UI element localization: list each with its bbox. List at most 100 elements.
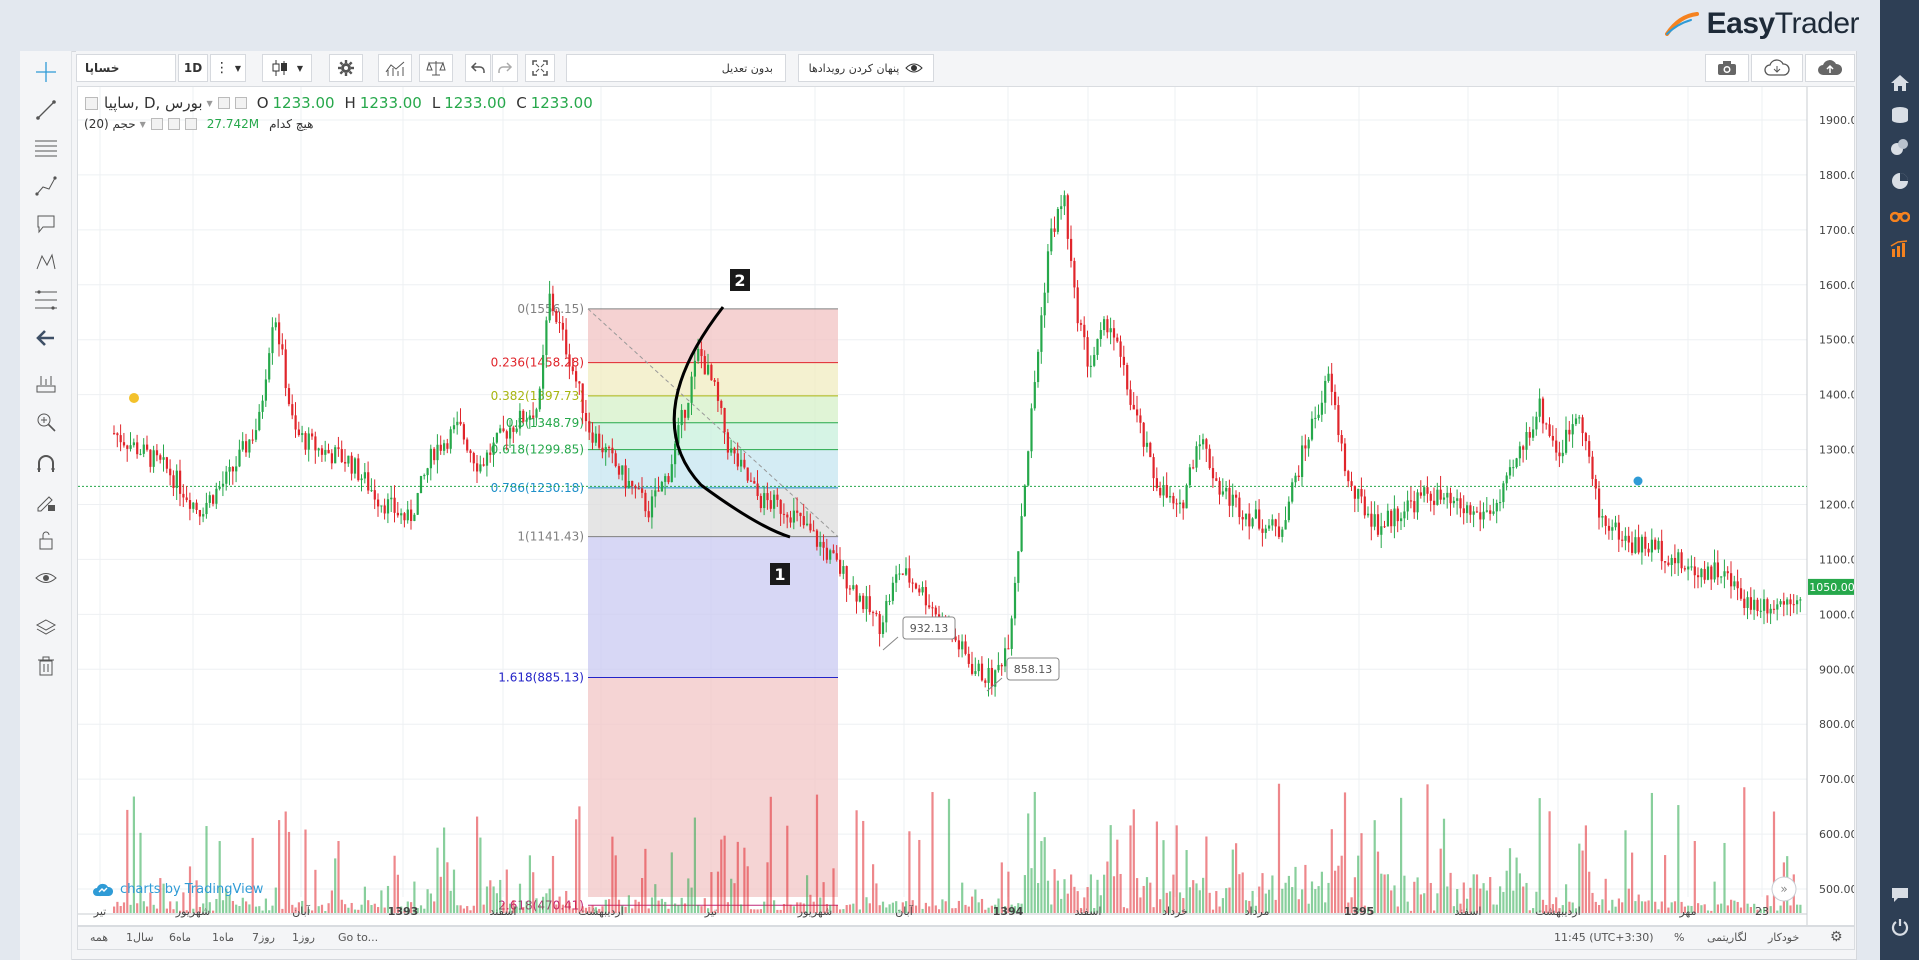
volume-bar — [485, 886, 489, 913]
candle-body — [1565, 429, 1568, 453]
range-1y-button[interactable]: 1سال — [126, 931, 154, 944]
volume-bar — [1518, 873, 1521, 913]
indicators-button[interactable] — [378, 54, 412, 82]
volume-bar — [545, 893, 548, 913]
volume-bar — [1525, 882, 1528, 913]
eye-icon[interactable] — [33, 565, 59, 591]
volume-bar — [499, 879, 502, 913]
load-cloud-button[interactable] — [1751, 54, 1803, 82]
volume-close-button[interactable] — [184, 118, 197, 130]
legend-settings-button[interactable] — [217, 97, 230, 109]
candle-body — [895, 574, 898, 583]
callout-icon[interactable] — [33, 211, 59, 237]
snapshot-button[interactable] — [1705, 54, 1749, 82]
range-1d-button[interactable]: 1روز — [292, 931, 315, 944]
volume-bar — [165, 908, 168, 913]
volume-bar — [924, 902, 927, 913]
more-menu-button[interactable]: ⋮ ▼ — [210, 54, 246, 82]
range-7d-button[interactable]: 7روز — [252, 931, 275, 944]
chart-pane[interactable]: 0(1556.15)0.236(1458.28)0.382(1397.73)0.… — [77, 86, 1855, 926]
fib-trend-line[interactable] — [587, 308, 839, 538]
fib-tool-icon[interactable] — [33, 287, 59, 313]
adjustment-select[interactable]: بدون تعدیل — [566, 54, 786, 82]
candle-body — [1723, 571, 1726, 577]
trash-icon[interactable] — [33, 653, 59, 679]
horizontal-lines-icon[interactable] — [33, 135, 59, 161]
lock-icon[interactable] — [33, 527, 59, 553]
candle-body — [786, 514, 789, 518]
tradingview-watermark[interactable]: charts by TradingView — [92, 882, 263, 897]
time-axis-label: اردیبهشت — [1535, 905, 1580, 918]
volume-bar — [1043, 837, 1046, 913]
volume-settings-button[interactable] — [150, 118, 163, 130]
range-all-button[interactable]: همه — [90, 931, 109, 944]
volume-bar — [1396, 906, 1399, 913]
back-arrow-icon[interactable] — [33, 325, 59, 351]
candle-body — [1099, 330, 1102, 339]
chat-icon[interactable] — [1889, 884, 1910, 905]
price-chart[interactable]: 0(1556.15)0.236(1458.28)0.382(1397.73)0.… — [78, 87, 1855, 926]
candle-body — [1370, 513, 1373, 527]
home-icon[interactable] — [1889, 72, 1910, 93]
volume-bar — [281, 908, 284, 913]
save-cloud-button[interactable] — [1805, 54, 1855, 82]
pattern-icon[interactable] — [33, 249, 59, 275]
scroll-right-button[interactable] — [1771, 876, 1797, 902]
chart-style-button[interactable]: ▼ — [262, 54, 312, 82]
pencil-lock-icon[interactable] — [33, 489, 59, 515]
hide-events-button[interactable]: پنهان کردن رویدادها — [798, 54, 934, 82]
wave-label-box[interactable] — [770, 563, 790, 585]
volume-eye-button[interactable] — [167, 118, 180, 130]
log-toggle[interactable]: لگاریتمی — [1707, 931, 1747, 944]
event-marker[interactable] — [1633, 476, 1643, 486]
callout-box[interactable] — [1006, 657, 1060, 681]
candle-body — [1393, 508, 1396, 527]
legend-eye-button[interactable] — [234, 97, 247, 109]
zoom-icon[interactable] — [33, 409, 59, 435]
volume-bar — [1079, 907, 1083, 913]
collapse-legend-button[interactable] — [85, 96, 98, 110]
candle-body — [1759, 610, 1762, 612]
volume-bar — [670, 852, 673, 913]
trend-line-icon[interactable] — [33, 97, 59, 123]
undo-button[interactable] — [465, 54, 491, 82]
coins-icon[interactable] — [1889, 136, 1910, 157]
volume-bar — [997, 898, 1000, 913]
range-6m-button[interactable]: 6ماه — [169, 931, 192, 944]
wave-label-box[interactable] — [730, 269, 750, 291]
fullscreen-button[interactable] — [525, 54, 555, 82]
volume-bar — [1512, 890, 1515, 913]
volume-bar — [231, 900, 234, 913]
power-icon[interactable] — [1889, 916, 1910, 937]
candle-body — [627, 480, 630, 488]
pie-chart-icon[interactable] — [1889, 170, 1910, 191]
go-to-button[interactable]: Go to... — [338, 931, 379, 944]
settings-button[interactable] — [329, 54, 363, 82]
polyline-icon[interactable] — [33, 173, 59, 199]
auto-toggle[interactable]: خودکار — [1768, 931, 1800, 944]
candle-body — [984, 680, 987, 683]
volume-bar — [406, 901, 409, 913]
close-value: 1233.00 — [530, 94, 593, 112]
bar-chart-icon[interactable] — [1889, 238, 1910, 259]
database-icon[interactable] — [1889, 104, 1910, 125]
range-1m-button[interactable]: 1ماه — [212, 931, 235, 944]
redo-button[interactable] — [492, 54, 518, 82]
volume-bar — [1040, 841, 1043, 913]
callout-box[interactable] — [902, 616, 956, 640]
interval-button[interactable]: 1D — [178, 54, 208, 82]
compare-button[interactable] — [419, 54, 453, 82]
magnet-icon[interactable] — [33, 451, 59, 477]
percent-toggle[interactable]: % — [1674, 931, 1685, 944]
crosshair-icon[interactable] — [33, 59, 59, 85]
volume-bar — [1492, 904, 1495, 913]
settings-gear-icon[interactable]: ⚙ — [1830, 929, 1843, 945]
symbol-search-input[interactable]: خساپا — [76, 54, 176, 82]
binoculars-icon[interactable] — [1889, 204, 1910, 225]
arc-drawing[interactable] — [672, 306, 791, 539]
event-marker[interactable] — [129, 393, 139, 403]
layers-icon[interactable] — [33, 615, 59, 641]
volume-bar — [479, 837, 482, 913]
measure-icon[interactable] — [33, 371, 59, 397]
volume-bar — [1126, 908, 1129, 913]
